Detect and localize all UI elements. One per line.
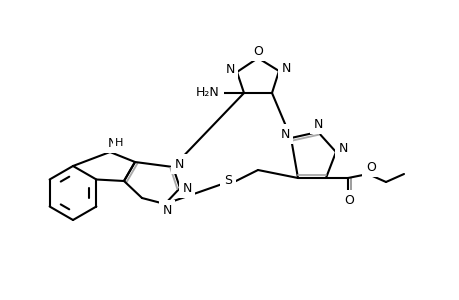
Text: S: S [224, 173, 231, 187]
Text: N: N [182, 182, 191, 194]
Text: O: O [343, 194, 353, 206]
Text: N: N [225, 62, 234, 76]
Text: H: H [115, 138, 123, 148]
Text: N: N [281, 61, 290, 74]
Text: N: N [162, 203, 171, 217]
Text: O: O [365, 160, 375, 173]
Text: H₂N: H₂N [196, 85, 219, 98]
Text: N: N [107, 136, 117, 149]
Text: O: O [252, 44, 263, 58]
Text: N: N [174, 158, 183, 170]
Text: N: N [313, 118, 322, 130]
Text: N: N [280, 128, 289, 140]
Text: N: N [337, 142, 347, 154]
